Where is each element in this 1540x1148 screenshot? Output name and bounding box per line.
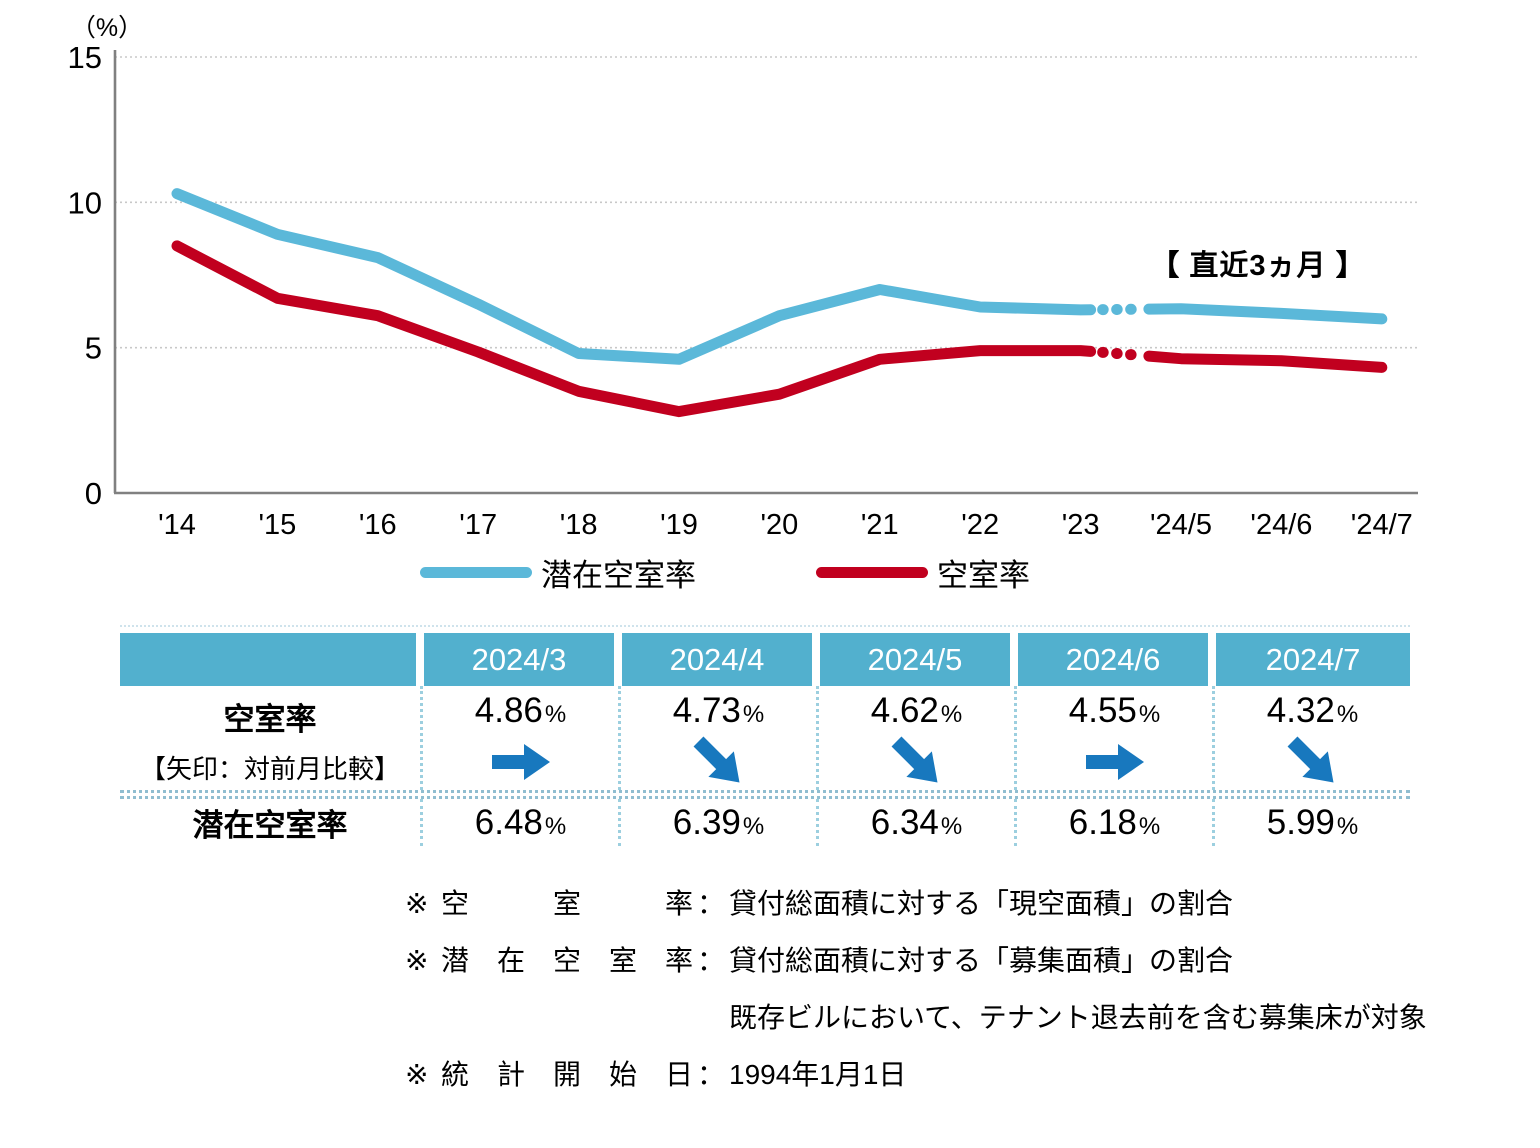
svg-text:'21: '21 — [861, 509, 899, 541]
reference-mark: ※ — [405, 1059, 429, 1090]
svg-text:'17: '17 — [459, 509, 497, 541]
table-header-month: 2024/7 — [1212, 633, 1410, 686]
svg-text:'23: '23 — [1062, 509, 1100, 541]
footnote-separator: ： — [696, 945, 725, 976]
legend-item-potential-vacancy: 潜在空室率 — [420, 552, 696, 593]
vacancy-value: 4.86% — [474, 691, 567, 730]
table-cell-vacancy: 4.62% — [816, 686, 1014, 790]
reference-mark: ※ — [405, 888, 429, 919]
footnote-vacancy-definition: ※ 空室率 ： 貸付総面積に対する「現空面積」の割合 — [405, 882, 1427, 919]
potential-vacancy-value: 6.39% — [672, 802, 765, 842]
footnotes: ※ 空室率 ： 貸付総面積に対する「現空面積」の割合 ※ 潜在空室率 ： 貸付総… — [405, 882, 1427, 1110]
table-cell-potential-vacancy: 6.48% — [420, 799, 618, 846]
svg-text:'22: '22 — [961, 509, 999, 541]
footnote-text: 既存ビルにおいて、テナント退去前を含む募集床が対象 — [729, 1002, 1427, 1033]
table-header-month: 2024/3 — [420, 633, 618, 686]
potential-vacancy-value: 5.99% — [1266, 802, 1359, 842]
legend-item-vacancy: 空室率 — [816, 552, 1030, 593]
reference-mark: ※ — [405, 945, 429, 976]
footnote-term: 潜在空室率 — [441, 945, 693, 976]
row-label-potential-vacancy: 潜在空室率 — [120, 799, 420, 846]
table-cell-vacancy: 4.86% — [420, 686, 618, 790]
svg-text:10: 10 — [68, 185, 102, 220]
table-header-empty — [120, 633, 420, 686]
monthly-vacancy-table: 2024/3 2024/4 2024/5 2024/6 2024/7 空室率 【… — [120, 625, 1410, 846]
footnote-separator: ： — [696, 888, 725, 919]
svg-text:'19: '19 — [660, 509, 698, 541]
table-cell-potential-vacancy: 6.39% — [618, 799, 816, 846]
vacancy-line-chart: 0 5 10 15（%） '14 '15 '16 '17 '18 '19 '20 '21 '22 '23 '… — [68, 14, 1418, 541]
vacancy-value: 4.32% — [1266, 691, 1359, 730]
table-header-month: 2024/4 — [618, 633, 816, 686]
legend-label: 潜在空室率 — [541, 557, 696, 593]
table-cell-vacancy: 4.32% — [1212, 686, 1410, 790]
footnote-separator: ： — [696, 1059, 725, 1090]
table-cell-vacancy: 4.73% — [618, 686, 816, 790]
svg-text:'16: '16 — [359, 509, 397, 541]
vacancy-value: 4.73% — [672, 691, 765, 730]
footnote-text: 貸付総面積に対する「現空面積」の割合 — [729, 888, 1234, 919]
footnote-potential-vacancy-definition: ※ 潜在空室率 ： 貸付総面積に対する「募集面積」の割合 — [405, 939, 1427, 976]
trend-arrow — [685, 734, 753, 790]
footnote-potential-vacancy-scope: 既存ビルにおいて、テナント退去前を含む募集床が対象 — [405, 996, 1427, 1033]
table-cell-potential-vacancy: 5.99% — [1212, 799, 1410, 846]
potential-vacancy-value: 6.48% — [474, 802, 567, 842]
svg-text:'24/6: '24/6 — [1250, 509, 1312, 541]
trend-arrow — [1081, 734, 1149, 790]
footnote-statistics-start-date: ※ 統計開始日 ： 1994年1月1日 — [405, 1053, 1427, 1090]
arrow-legend-note: 【矢印：対前月比較】 — [139, 754, 400, 784]
svg-text:15: 15 — [68, 40, 102, 75]
svg-text:5: 5 — [85, 331, 102, 366]
table-row-divider — [120, 790, 1410, 799]
vacancy-value: 4.55% — [1068, 691, 1161, 730]
table-cell-vacancy: 4.55% — [1014, 686, 1212, 790]
svg-text:'18: '18 — [560, 509, 598, 541]
row-label-vacancy: 空室率 【矢印：対前月比較】 — [120, 686, 420, 790]
recent-3-months-annotation: 【 直近3ヵ月 】 — [1150, 250, 1366, 282]
footnote-term: 空室率 — [441, 888, 693, 919]
row-label: 潜在空室率 — [192, 808, 348, 843]
vacancy-line-swatch — [816, 566, 928, 578]
trend-arrow — [883, 734, 951, 790]
trend-arrow — [487, 734, 555, 790]
svg-text:'15: '15 — [259, 509, 297, 541]
svg-text:'14: '14 — [158, 509, 196, 541]
table-header-month: 2024/6 — [1014, 633, 1212, 686]
svg-text:'24/7: '24/7 — [1351, 509, 1413, 541]
svg-text:'24/5: '24/5 — [1150, 509, 1212, 541]
svg-text:（%）: （%） — [71, 14, 143, 42]
footnote-term: 統計開始日 — [441, 1059, 693, 1090]
table-cell-potential-vacancy: 6.34% — [816, 799, 1014, 846]
row-label: 空室率 — [223, 702, 317, 737]
table-header-month: 2024/5 — [816, 633, 1014, 686]
potential-vacancy-line-swatch — [420, 566, 532, 578]
potential-vacancy-value: 6.18% — [1068, 802, 1161, 842]
footnote-text: 1994年1月1日 — [729, 1059, 907, 1090]
svg-text:0: 0 — [85, 476, 102, 511]
table-cell-potential-vacancy: 6.18% — [1014, 799, 1212, 846]
potential-vacancy-value: 6.34% — [870, 802, 963, 842]
trend-arrow — [1279, 734, 1347, 790]
vacancy-value: 4.62% — [870, 691, 963, 730]
chart-legend: 潜在空室率 空室率 — [0, 552, 1540, 593]
svg-text:'20: '20 — [761, 509, 799, 541]
legend-label: 空室率 — [937, 557, 1030, 593]
footnote-text: 貸付総面積に対する「募集面積」の割合 — [729, 945, 1234, 976]
